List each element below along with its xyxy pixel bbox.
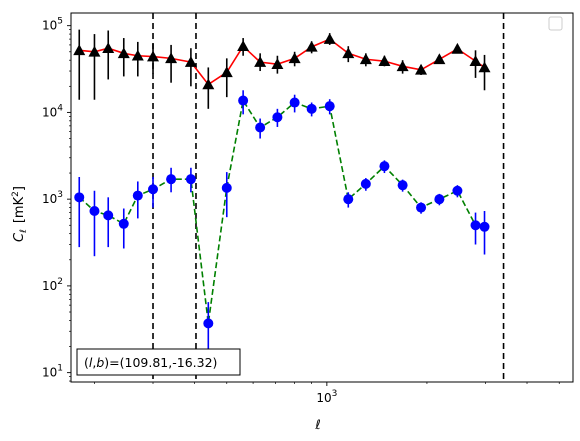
triangle-marker [271, 58, 284, 69]
circle-marker [343, 194, 354, 205]
y-tick-label: 105 [42, 17, 63, 33]
circle-marker [103, 210, 114, 221]
circle-marker [324, 101, 335, 112]
circle-marker [203, 318, 214, 329]
y-axis-unit-power: 2 [11, 191, 21, 197]
triangle-marker [237, 40, 250, 51]
triangle-marker [396, 60, 409, 72]
triangle-marker [469, 55, 482, 66]
circle-marker [470, 220, 481, 231]
x-tick-label: 103 [316, 389, 337, 405]
triangle-marker [288, 52, 301, 64]
circle-marker [118, 218, 129, 229]
circle-marker [479, 221, 490, 232]
y-axis-symbol: C [12, 232, 27, 242]
triangle-marker [220, 66, 233, 78]
axes: 101 102 103 104 105 103 [42, 12, 574, 405]
circle-marker [289, 97, 300, 108]
plot-background [71, 13, 573, 382]
triangle-marker [254, 56, 267, 67]
circle-marker [185, 174, 196, 185]
triangle-marker [102, 42, 115, 53]
circle-marker [306, 103, 317, 114]
coordinate-annotation: (l,b)=(109.81,-16.32) [76, 348, 241, 376]
legend-box [548, 16, 563, 31]
y-tick-label: 103 [42, 190, 63, 206]
circle-marker [434, 194, 445, 205]
y-tick-label: 104 [42, 103, 63, 119]
triangle-marker [117, 47, 130, 59]
circle-marker [89, 206, 100, 217]
axes-frame [70, 12, 574, 383]
triangle-marker [415, 63, 428, 75]
triangle-marker [88, 45, 101, 57]
circle-marker [148, 184, 159, 195]
triangle-marker [323, 33, 336, 44]
circle-marker [238, 95, 249, 106]
annotation-box [76, 348, 241, 376]
y-tick-label: 102 [42, 277, 63, 293]
circle-marker [255, 122, 266, 133]
triangle-marker [73, 44, 86, 56]
triangle-marker [165, 52, 178, 64]
circle-marker [360, 178, 371, 189]
circle-marker [272, 112, 283, 123]
y-axis-unit-close: ] [12, 186, 27, 191]
triangle-marker [433, 53, 446, 65]
y-axis-label: Cℓ [mK2] [11, 186, 29, 242]
series-triangle [73, 29, 491, 109]
triangle-marker [305, 40, 318, 52]
circle-marker [166, 174, 177, 185]
triangle-marker [378, 55, 391, 66]
circle-marker [397, 180, 408, 191]
triangle-marker [342, 47, 355, 59]
annotation-text: (l,b)=(109.81,-16.32) [84, 355, 217, 370]
circle-marker [452, 185, 463, 196]
triangle-marker [202, 78, 215, 90]
triangle-marker [451, 42, 464, 54]
triangle-marker [359, 53, 372, 65]
y-axis-subscript: ℓ [19, 229, 29, 234]
triangle-marker [147, 50, 160, 62]
x-axis-label: ℓ [314, 418, 320, 433]
plot-area [71, 13, 573, 382]
series-layer [73, 29, 491, 366]
triangle-marker [184, 56, 197, 67]
triangle-marker [131, 49, 144, 61]
circle-marker [221, 182, 232, 193]
y-axis-unit-open: [mK [12, 196, 27, 223]
circle-marker [74, 192, 85, 203]
circle-marker [132, 190, 143, 201]
triangle-marker [478, 61, 491, 73]
series-circle [74, 90, 490, 366]
circle-marker [379, 161, 390, 172]
circle-marker [416, 202, 427, 213]
y-tick-label: 101 [42, 364, 63, 380]
